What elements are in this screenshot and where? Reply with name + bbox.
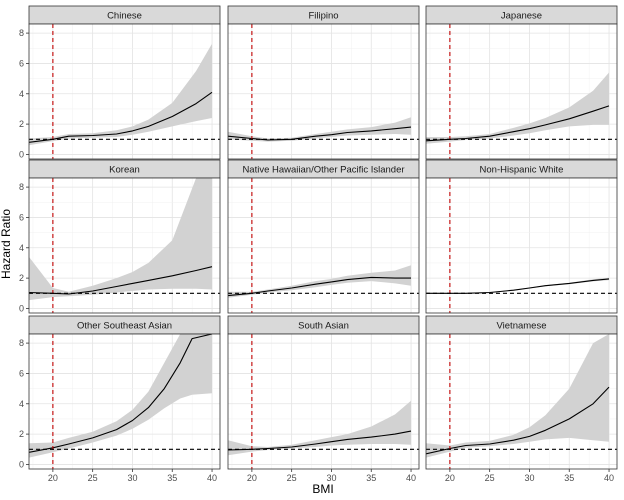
panel-title: Vietnamese <box>497 321 547 332</box>
panel-title: Japanese <box>501 11 542 22</box>
data-layer <box>426 24 617 159</box>
confidence-band <box>29 178 212 301</box>
y-tick-label: 2 <box>19 273 24 283</box>
data-layer <box>29 178 220 313</box>
y-tick-label: 2 <box>19 429 24 439</box>
gridlines <box>29 24 220 159</box>
data-layer <box>29 24 220 159</box>
hazard-ratio-line <box>29 91 213 143</box>
gridlines <box>29 178 220 313</box>
hazard-ratio-line <box>228 276 411 297</box>
panel-title: Non-Hispanic White <box>480 165 564 176</box>
panel-border <box>425 23 618 160</box>
data-layer <box>228 24 419 159</box>
x-tick-label: 25 <box>485 473 495 483</box>
panel-japanese: Japanese <box>425 5 618 160</box>
data-layer <box>29 334 220 469</box>
x-tick-label: 20 <box>445 473 455 483</box>
y-axis-title: Hazard Ratio <box>0 209 13 279</box>
panel-chinese: Chinese 0 2 4 6 8 <box>19 5 221 160</box>
panel-title: Other Southeast Asian <box>77 321 172 332</box>
x-tick-label: 20 <box>247 473 257 483</box>
panel-other-southeast-asian: Other Southeast Asian 0 2 4 6 8 20 25 30 35 40 <box>19 315 221 483</box>
y-tick-label: 6 <box>19 368 24 378</box>
y-tick-label: 0 <box>19 149 24 159</box>
panel-border <box>28 177 221 314</box>
panel-grid: Chinese 0 2 4 6 8 Filipino Japanese Korean 0 2 4 6 8 N… <box>19 5 618 483</box>
x-tick-label: 30 <box>326 473 336 483</box>
y-tick-label: 6 <box>19 58 24 68</box>
x-tick-label: 35 <box>167 473 177 483</box>
panel-border <box>227 177 420 314</box>
plot-background <box>228 178 419 313</box>
panel-border <box>227 333 420 470</box>
panel-non-hispanic-white: Non-Hispanic White <box>425 159 618 314</box>
panel-border <box>425 177 618 314</box>
x-tick-label: 35 <box>564 473 574 483</box>
x-axis-title: BMI <box>312 482 333 496</box>
panel-border <box>28 333 221 470</box>
x-tick-label: 40 <box>406 473 416 483</box>
panel-vietnamese: Vietnamese 20 25 30 35 40 <box>425 315 618 483</box>
plot-background <box>426 178 617 313</box>
y-tick-label: 4 <box>19 243 24 253</box>
panel-native-hawaiian-other-pacific-islander: Native Hawaiian/Other Pacific Islander <box>227 159 420 314</box>
y-tick-label: 4 <box>19 399 24 409</box>
panel-south-asian: South Asian 20 25 30 35 40 <box>227 315 420 483</box>
confidence-band <box>228 400 411 456</box>
x-tick-label: 35 <box>366 473 376 483</box>
data-layer <box>426 334 617 469</box>
data-layer <box>228 334 419 469</box>
y-tick-label: 8 <box>19 28 24 38</box>
x-tick-label: 25 <box>287 473 297 483</box>
y-tick-label: 0 <box>19 459 24 469</box>
panel-title: Korean <box>109 165 140 176</box>
hazard-ratio-line <box>426 386 610 455</box>
panel-korean: Korean 0 2 4 6 8 <box>19 159 221 314</box>
x-tick-label: 30 <box>127 473 137 483</box>
x-tick-label: 40 <box>207 473 217 483</box>
confidence-band <box>228 265 411 298</box>
y-tick-label: 0 <box>19 303 24 313</box>
confidence-band <box>426 334 609 458</box>
panel-filipino: Filipino <box>227 5 420 160</box>
panel-title: Filipino <box>308 11 338 22</box>
data-layer <box>426 178 617 313</box>
panel-title: Chinese <box>107 11 142 22</box>
y-tick-label: 8 <box>19 182 24 192</box>
x-tick-label: 20 <box>48 473 58 483</box>
y-tick-label: 8 <box>19 338 24 348</box>
x-tick-label: 30 <box>524 473 534 483</box>
x-tick-label: 40 <box>604 473 614 483</box>
confidence-band <box>228 117 411 142</box>
confidence-band <box>29 43 212 146</box>
y-tick-label: 2 <box>19 119 24 129</box>
panel-border <box>425 333 618 470</box>
y-tick-label: 6 <box>19 212 24 222</box>
hazard-ratio-line <box>29 334 213 453</box>
confidence-band <box>29 334 212 458</box>
plot-background <box>426 24 617 159</box>
data-layer <box>228 178 419 313</box>
panel-title: South Asian <box>298 321 349 332</box>
plot-background <box>228 334 419 469</box>
confidence-band <box>426 72 609 144</box>
panel-title: Native Hawaiian/Other Pacific Islander <box>242 165 404 176</box>
x-tick-label: 25 <box>88 473 98 483</box>
panel-border <box>28 23 221 160</box>
y-tick-label: 4 <box>19 89 24 99</box>
panel-border <box>227 23 420 160</box>
